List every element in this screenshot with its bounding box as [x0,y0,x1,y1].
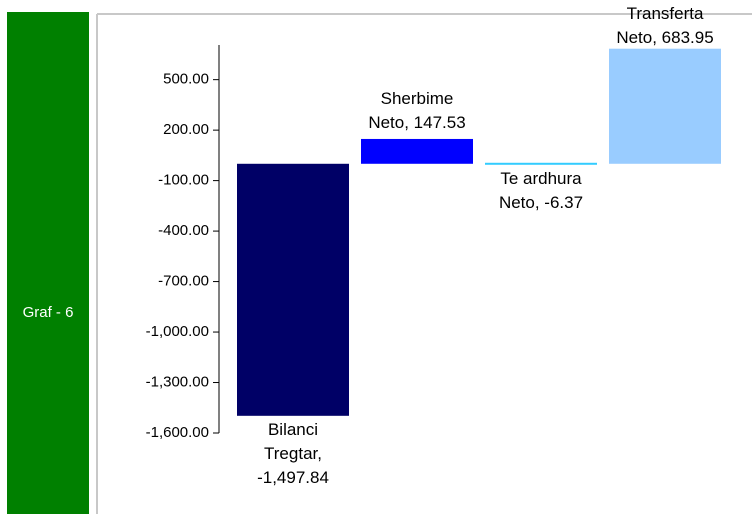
data-label: Te ardhura Neto, -6.37 [498,168,584,212]
bar [237,163,349,416]
sidebar-label: Graf - 6 [22,304,74,321]
sidebar: Graf - 6 [7,12,89,514]
y-tick-label: -1,300.00 [146,373,209,390]
y-tick-label: 200.00 [163,121,209,138]
data-label: Transferta Neto, 683.95 [616,4,714,47]
y-tick-label: -700.00 [158,273,209,290]
bar [485,162,597,165]
y-tick-label: 500.00 [163,71,209,88]
data-label: Bilanci Tregtar, -1,497.84 [257,419,329,487]
data-label: Sherbime Neto, 147.53 [368,88,466,132]
y-tick-label: -400.00 [158,222,209,239]
bar [609,48,721,164]
y-tick-label: -1,000.00 [146,323,209,340]
y-tick-label: -1,600.00 [146,424,209,441]
y-tick-label: -100.00 [158,172,209,189]
bar [361,138,473,164]
